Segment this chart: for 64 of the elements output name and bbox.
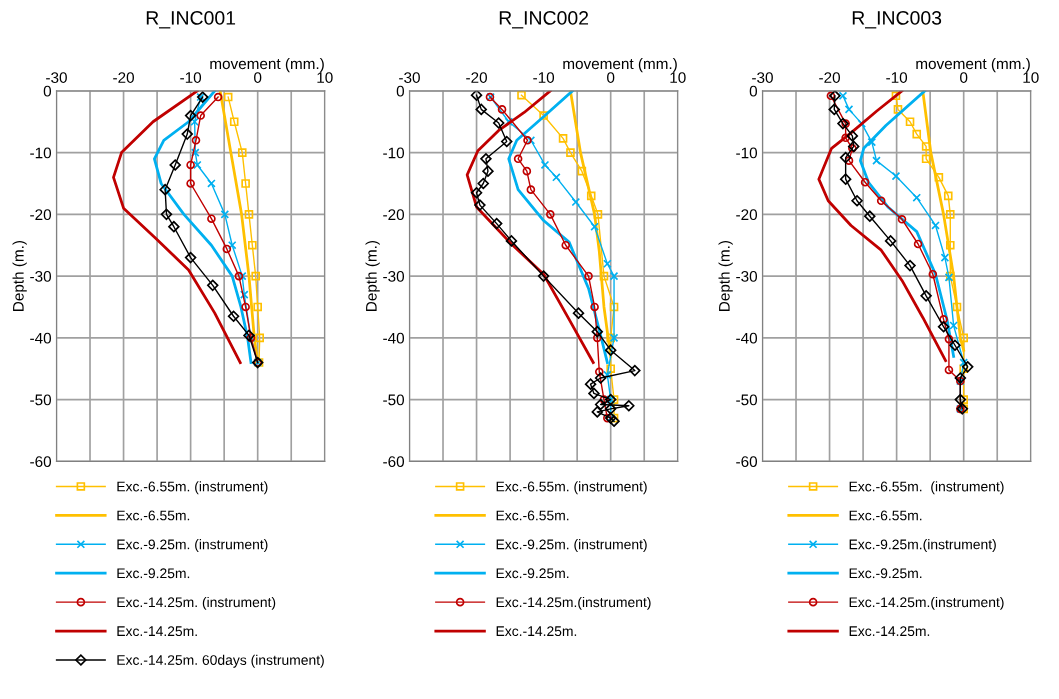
x-tick-label: 0 <box>254 72 262 83</box>
y-tick-label: 0 <box>749 85 758 97</box>
legend-label: Exc.-9.25m. <box>117 568 190 579</box>
y-tick-label: -50 <box>736 394 758 406</box>
legend-label: Exc.-9.25m. <box>849 568 922 579</box>
x-tick-label: 0 <box>960 72 968 83</box>
x-tick-label: -30 <box>752 72 773 83</box>
y-tick-label: -40 <box>736 332 758 344</box>
legend-label: Exc.-6.55m. <box>849 510 922 521</box>
legend-label: Exc.-14.25m. (instrument) <box>117 596 276 610</box>
legend-label: Exc.-14.25m.(instrument) <box>849 596 1004 610</box>
y-tick-label: -30 <box>383 270 405 282</box>
x-tick-label: -20 <box>466 72 487 83</box>
x-tick-label: -30 <box>46 72 67 83</box>
legend-label: Exc.-14.25m.(instrument) <box>496 596 651 610</box>
legend-label: Exc.-6.55m. (instrument) <box>849 481 1004 495</box>
x-axis-title: movement (mm.) <box>563 57 677 73</box>
legend-label: Exc.-9.25m. (instrument) <box>496 539 647 553</box>
legend-label: Exc.-9.25m. <box>496 568 569 579</box>
x-axis-title: movement (mm.) <box>210 57 324 73</box>
legend-label: Exc.-6.55m. (instrument) <box>117 481 268 495</box>
x-tick-label: -20 <box>113 72 134 83</box>
legend-label: Exc.-9.25m.(instrument) <box>849 539 996 553</box>
y-tick-label: 0 <box>43 85 52 97</box>
legend-label: Exc.-6.55m. (instrument) <box>496 481 647 495</box>
y-tick-label: -60 <box>383 456 405 468</box>
y-tick-label: -10 <box>30 147 52 159</box>
y-axis-title: Depth (m.) <box>365 240 380 311</box>
legend-label: Exc.-9.25m. (instrument) <box>117 539 268 553</box>
y-axis-title: Depth (m.) <box>12 240 27 311</box>
x-tick-label: 10 <box>317 72 333 83</box>
legend-label: Exc.-14.25m. 60days (instrument) <box>117 654 324 668</box>
x-tick-label: -10 <box>180 72 202 83</box>
y-tick-label: -50 <box>383 394 405 406</box>
x-tick-label: -20 <box>819 72 840 83</box>
legend-label: Exc.-6.55m. <box>496 510 569 521</box>
legend-label: Exc.-14.25m. <box>849 626 930 637</box>
y-tick-label: -10 <box>383 147 405 159</box>
y-tick-label: -60 <box>30 456 52 468</box>
chart-title: R_INC001 <box>146 11 236 29</box>
y-tick-label: -20 <box>383 209 405 221</box>
y-tick-label: -60 <box>736 456 758 468</box>
y-axis-title: Depth (m.) <box>718 240 733 311</box>
y-tick-label: -20 <box>736 209 758 221</box>
y-tick-label: -20 <box>30 209 52 221</box>
legend-label: Exc.-6.55m. <box>117 510 190 521</box>
y-tick-label: -30 <box>30 270 52 282</box>
y-tick-label: 0 <box>396 85 405 97</box>
x-tick-label: 10 <box>1023 72 1039 83</box>
x-tick-label: -10 <box>886 72 908 83</box>
x-tick-label: 0 <box>607 72 615 83</box>
y-tick-label: -40 <box>30 332 52 344</box>
x-tick-label: -10 <box>533 72 555 83</box>
y-tick-label: -30 <box>736 270 758 282</box>
y-tick-label: -50 <box>30 394 52 406</box>
x-tick-label: -30 <box>399 72 420 83</box>
y-tick-label: -40 <box>383 332 405 344</box>
chart-title: R_INC003 <box>852 11 942 29</box>
legend-label: Exc.-14.25m. <box>496 626 577 637</box>
x-axis-title: movement (mm.) <box>916 57 1030 73</box>
legend-label: Exc.-14.25m. <box>117 626 197 637</box>
y-tick-label: -10 <box>736 147 758 159</box>
chart-title: R_INC002 <box>499 11 589 29</box>
x-tick-label: 10 <box>670 72 686 83</box>
